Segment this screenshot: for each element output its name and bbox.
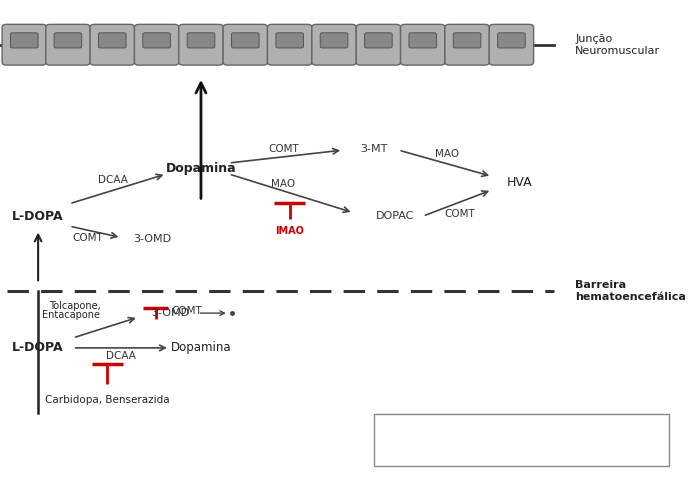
FancyBboxPatch shape <box>187 33 215 48</box>
Text: Dopamina: Dopamina <box>166 163 236 175</box>
FancyBboxPatch shape <box>46 24 90 65</box>
Text: 3-OMD: 3-OMD <box>150 308 189 318</box>
FancyBboxPatch shape <box>143 33 170 48</box>
FancyBboxPatch shape <box>498 33 525 48</box>
Text: COMT: COMT <box>171 306 202 316</box>
Text: DCAA: DCAA <box>98 175 128 185</box>
FancyBboxPatch shape <box>409 33 437 48</box>
FancyBboxPatch shape <box>356 24 401 65</box>
FancyBboxPatch shape <box>453 33 481 48</box>
Text: 3-OMD: 3-OMD <box>133 234 172 244</box>
Text: HVA: HVA <box>507 176 532 189</box>
FancyBboxPatch shape <box>54 33 82 48</box>
FancyBboxPatch shape <box>401 24 445 65</box>
FancyBboxPatch shape <box>385 420 428 460</box>
Text: Carbidopa, Benserazida: Carbidopa, Benserazida <box>45 395 170 405</box>
FancyBboxPatch shape <box>223 24 267 65</box>
FancyBboxPatch shape <box>98 33 126 48</box>
Text: COMT: COMT <box>73 233 103 243</box>
Text: L-DOPA: L-DOPA <box>12 341 64 354</box>
FancyBboxPatch shape <box>179 24 223 65</box>
FancyBboxPatch shape <box>134 24 179 65</box>
FancyBboxPatch shape <box>312 24 356 65</box>
Text: COMT: COMT <box>269 144 299 154</box>
FancyBboxPatch shape <box>276 33 304 48</box>
FancyBboxPatch shape <box>267 24 312 65</box>
FancyBboxPatch shape <box>445 24 489 65</box>
Text: 3-MT: 3-MT <box>360 144 388 154</box>
Text: Tolcapone,: Tolcapone, <box>49 301 100 311</box>
FancyBboxPatch shape <box>320 33 348 48</box>
Text: IMAO: IMAO <box>275 226 304 236</box>
Text: Junção
Neuromuscular: Junção Neuromuscular <box>575 34 660 56</box>
Text: MAO: MAO <box>435 149 459 159</box>
Text: DOPAC: DOPAC <box>376 211 414 221</box>
Text: Entacapone: Entacapone <box>42 310 100 320</box>
FancyBboxPatch shape <box>90 24 134 65</box>
FancyBboxPatch shape <box>10 33 38 48</box>
Text: Barreira
hematoencefálica: Barreira hematoencefálica <box>575 280 686 302</box>
FancyBboxPatch shape <box>489 24 534 65</box>
FancyBboxPatch shape <box>365 33 392 48</box>
Text: Recetor de dopamina: Recetor de dopamina <box>435 433 576 446</box>
Text: Dopamina: Dopamina <box>170 341 231 354</box>
Text: COMT: COMT <box>444 209 475 219</box>
FancyBboxPatch shape <box>394 428 420 443</box>
Text: DCAA: DCAA <box>106 351 137 361</box>
Text: MAO: MAO <box>271 179 295 189</box>
Text: L-DOPA: L-DOPA <box>12 210 64 223</box>
FancyBboxPatch shape <box>2 24 46 65</box>
FancyBboxPatch shape <box>374 414 669 466</box>
FancyBboxPatch shape <box>231 33 259 48</box>
